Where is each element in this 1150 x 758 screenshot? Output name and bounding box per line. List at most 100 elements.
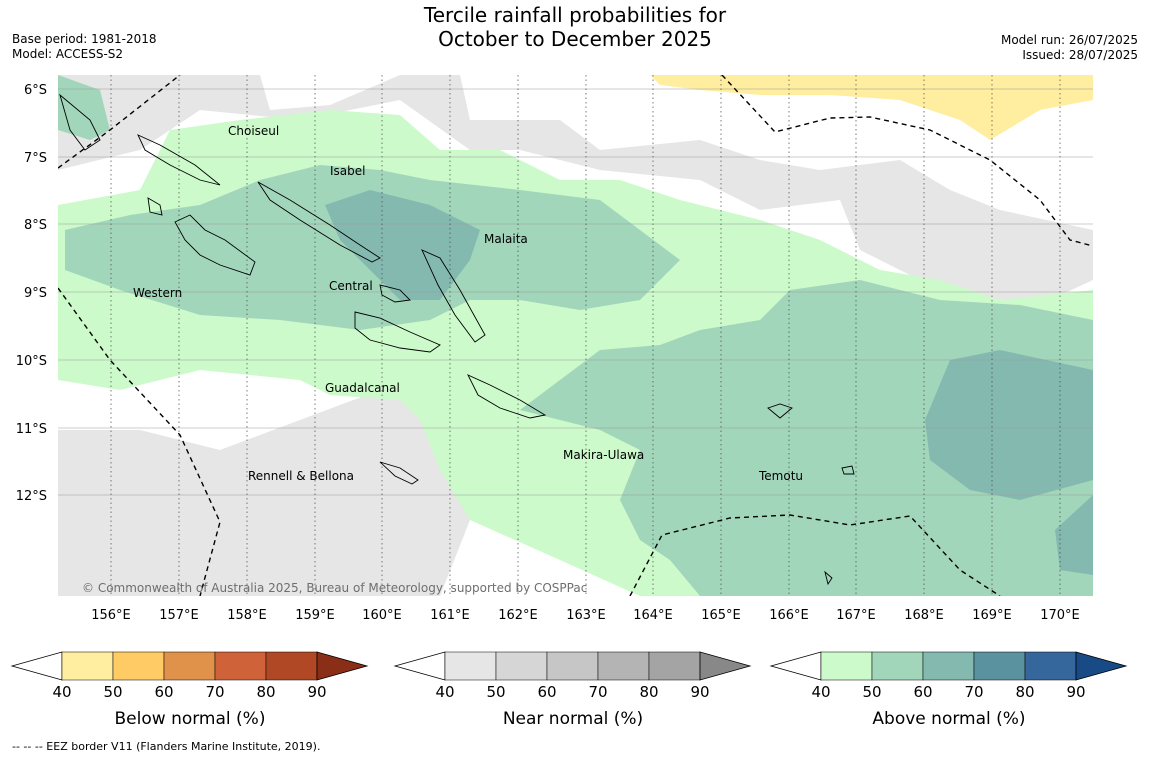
near-normal-label: Near normal (%) <box>502 709 644 729</box>
lon-label: 168°E <box>904 608 944 623</box>
lat-label: 12°S <box>16 489 47 504</box>
colorbar-tick-label: 60 <box>537 683 557 701</box>
choiseul-island <box>137 134 221 186</box>
lat-label: 7°S <box>24 151 47 166</box>
makira-island <box>467 374 547 419</box>
colorbar-segment <box>1024 651 1077 681</box>
lon-label: 170°E <box>1040 608 1080 623</box>
below-normal-colorbar <box>10 651 369 681</box>
nggela-island <box>379 284 411 303</box>
colorbar-tick-label: 50 <box>103 683 123 701</box>
colorbar-extend-low <box>10 651 63 681</box>
latitude-gridlines <box>58 88 1093 496</box>
vella-lavella-island <box>147 197 163 216</box>
below-normal-label: Below normal (%) <box>114 709 266 729</box>
colorbar-tick-label: 80 <box>1015 683 1035 701</box>
lat-label: 8°S <box>24 218 47 233</box>
lon-label: 169°E <box>972 608 1012 623</box>
colorbar-tick-label: 90 <box>690 683 710 701</box>
above-normal-label: Above normal (%) <box>872 709 1026 729</box>
colorbar-tick-label: 90 <box>1066 683 1086 701</box>
shortland-island <box>59 93 101 151</box>
colorbar-segment <box>546 651 599 681</box>
new-georgia-island <box>174 214 256 276</box>
colorbar-segment <box>444 651 497 681</box>
isabel-island <box>257 181 381 263</box>
longitude-labels: 156°E 157°E 158°E 159°E 160°E 161°E 162°… <box>91 608 1080 623</box>
colorbar-segment <box>648 651 701 681</box>
colorbar-tick-label: 60 <box>154 683 174 701</box>
lat-label: 6°S <box>24 83 47 98</box>
guadalcanal-island <box>354 311 441 353</box>
lon-label: 165°E <box>701 608 741 623</box>
eez-footnote: -- -- -- EEZ border V11 (Flanders Marine… <box>12 740 321 753</box>
lon-label: 157°E <box>159 608 199 623</box>
colorbar-segment <box>163 651 216 681</box>
colorbars <box>10 651 1128 681</box>
colorbar-tick-label: 70 <box>588 683 608 701</box>
rennell-island <box>379 461 419 485</box>
eez-border <box>58 75 1093 596</box>
latitude-labels: 6°S 7°S 8°S 9°S 10°S 11°S 12°S <box>16 83 47 504</box>
colorbar-tick-label: 40 <box>811 683 831 701</box>
issued-text: Issued: 28/07/2025 <box>1022 48 1138 62</box>
model-text: Model: ACCESS-S2 <box>12 47 124 61</box>
lon-label: 166°E <box>769 608 809 623</box>
lon-label: 161°E <box>430 608 470 623</box>
colorbar-segment <box>495 651 548 681</box>
lon-label: 160°E <box>362 608 402 623</box>
colorbar-segment <box>265 651 318 681</box>
colorbar-extend-high <box>1075 651 1128 681</box>
province-labels: Choiseul Isabel Malaita Western Central … <box>133 124 803 483</box>
lon-label: 162°E <box>498 608 538 623</box>
coastlines <box>59 93 855 586</box>
santa-cruz-island <box>767 403 793 419</box>
lon-label: 163°E <box>566 608 606 623</box>
base-period-text: Base period: 1981-2018 <box>12 32 157 46</box>
colorbar-extend-low <box>769 651 822 681</box>
colorbar-segment <box>61 651 114 681</box>
province-central: Central <box>329 279 373 293</box>
longitude-gridlines <box>110 75 1061 596</box>
lon-label: 159°E <box>295 608 335 623</box>
colorbar-segment <box>214 651 267 681</box>
above-normal-colorbar <box>769 651 1128 681</box>
colorbar-extend-low <box>393 651 446 681</box>
colorbar-tick-label: 40 <box>52 683 72 701</box>
lat-label: 9°S <box>24 286 47 301</box>
colorbar-tick-label: 60 <box>913 683 933 701</box>
colorbar-tick-label: 70 <box>205 683 225 701</box>
colorbar-segment <box>922 651 975 681</box>
colorbar-tick-label: 50 <box>486 683 506 701</box>
lon-label: 156°E <box>91 608 131 623</box>
province-malaita: Malaita <box>484 232 528 246</box>
colorbar-tick-label: 80 <box>256 683 276 701</box>
probability-shading <box>58 75 1093 596</box>
colorbar-segment <box>597 651 650 681</box>
model-run-text: Model run: 26/07/2025 <box>1000 33 1138 47</box>
lat-label: 11°S <box>16 422 47 437</box>
province-choiseul: Choiseul <box>228 124 279 138</box>
colorbar-extend-high <box>316 651 369 681</box>
colorbar-ticks: 40 50 60 70 80 90 40 50 60 70 80 90 40 50 60 70 80 90 <box>0 683 1150 705</box>
colorbar-segment <box>112 651 165 681</box>
colorbar-tick-label: 50 <box>862 683 882 701</box>
vanikoro-island <box>841 465 855 475</box>
lat-label: 10°S <box>16 354 47 369</box>
province-temotu: Temotu <box>758 469 803 483</box>
lon-label: 158°E <box>227 608 267 623</box>
lon-label: 164°E <box>633 608 673 623</box>
province-guadalcanal: Guadalcanal <box>325 381 400 395</box>
colorbar-extend-high <box>699 651 752 681</box>
near-normal-colorbar <box>393 651 752 681</box>
province-makira-ulawa: Makira-Ulawa <box>563 448 644 462</box>
colorbar-tick-label: 80 <box>639 683 659 701</box>
map-canvas: Choiseul Isabel Malaita Western Central … <box>16 75 1093 623</box>
colorbar-segment <box>973 651 1026 681</box>
map-title-line1: Tercile rainfall probabilities for <box>423 3 727 27</box>
lon-label: 167°E <box>836 608 876 623</box>
colorbar-segment <box>871 651 924 681</box>
province-isabel: Isabel <box>330 164 365 178</box>
copyright-notice: © Commonwealth of Australia 2025, Bureau… <box>82 581 587 595</box>
tikopia-island <box>824 570 833 586</box>
